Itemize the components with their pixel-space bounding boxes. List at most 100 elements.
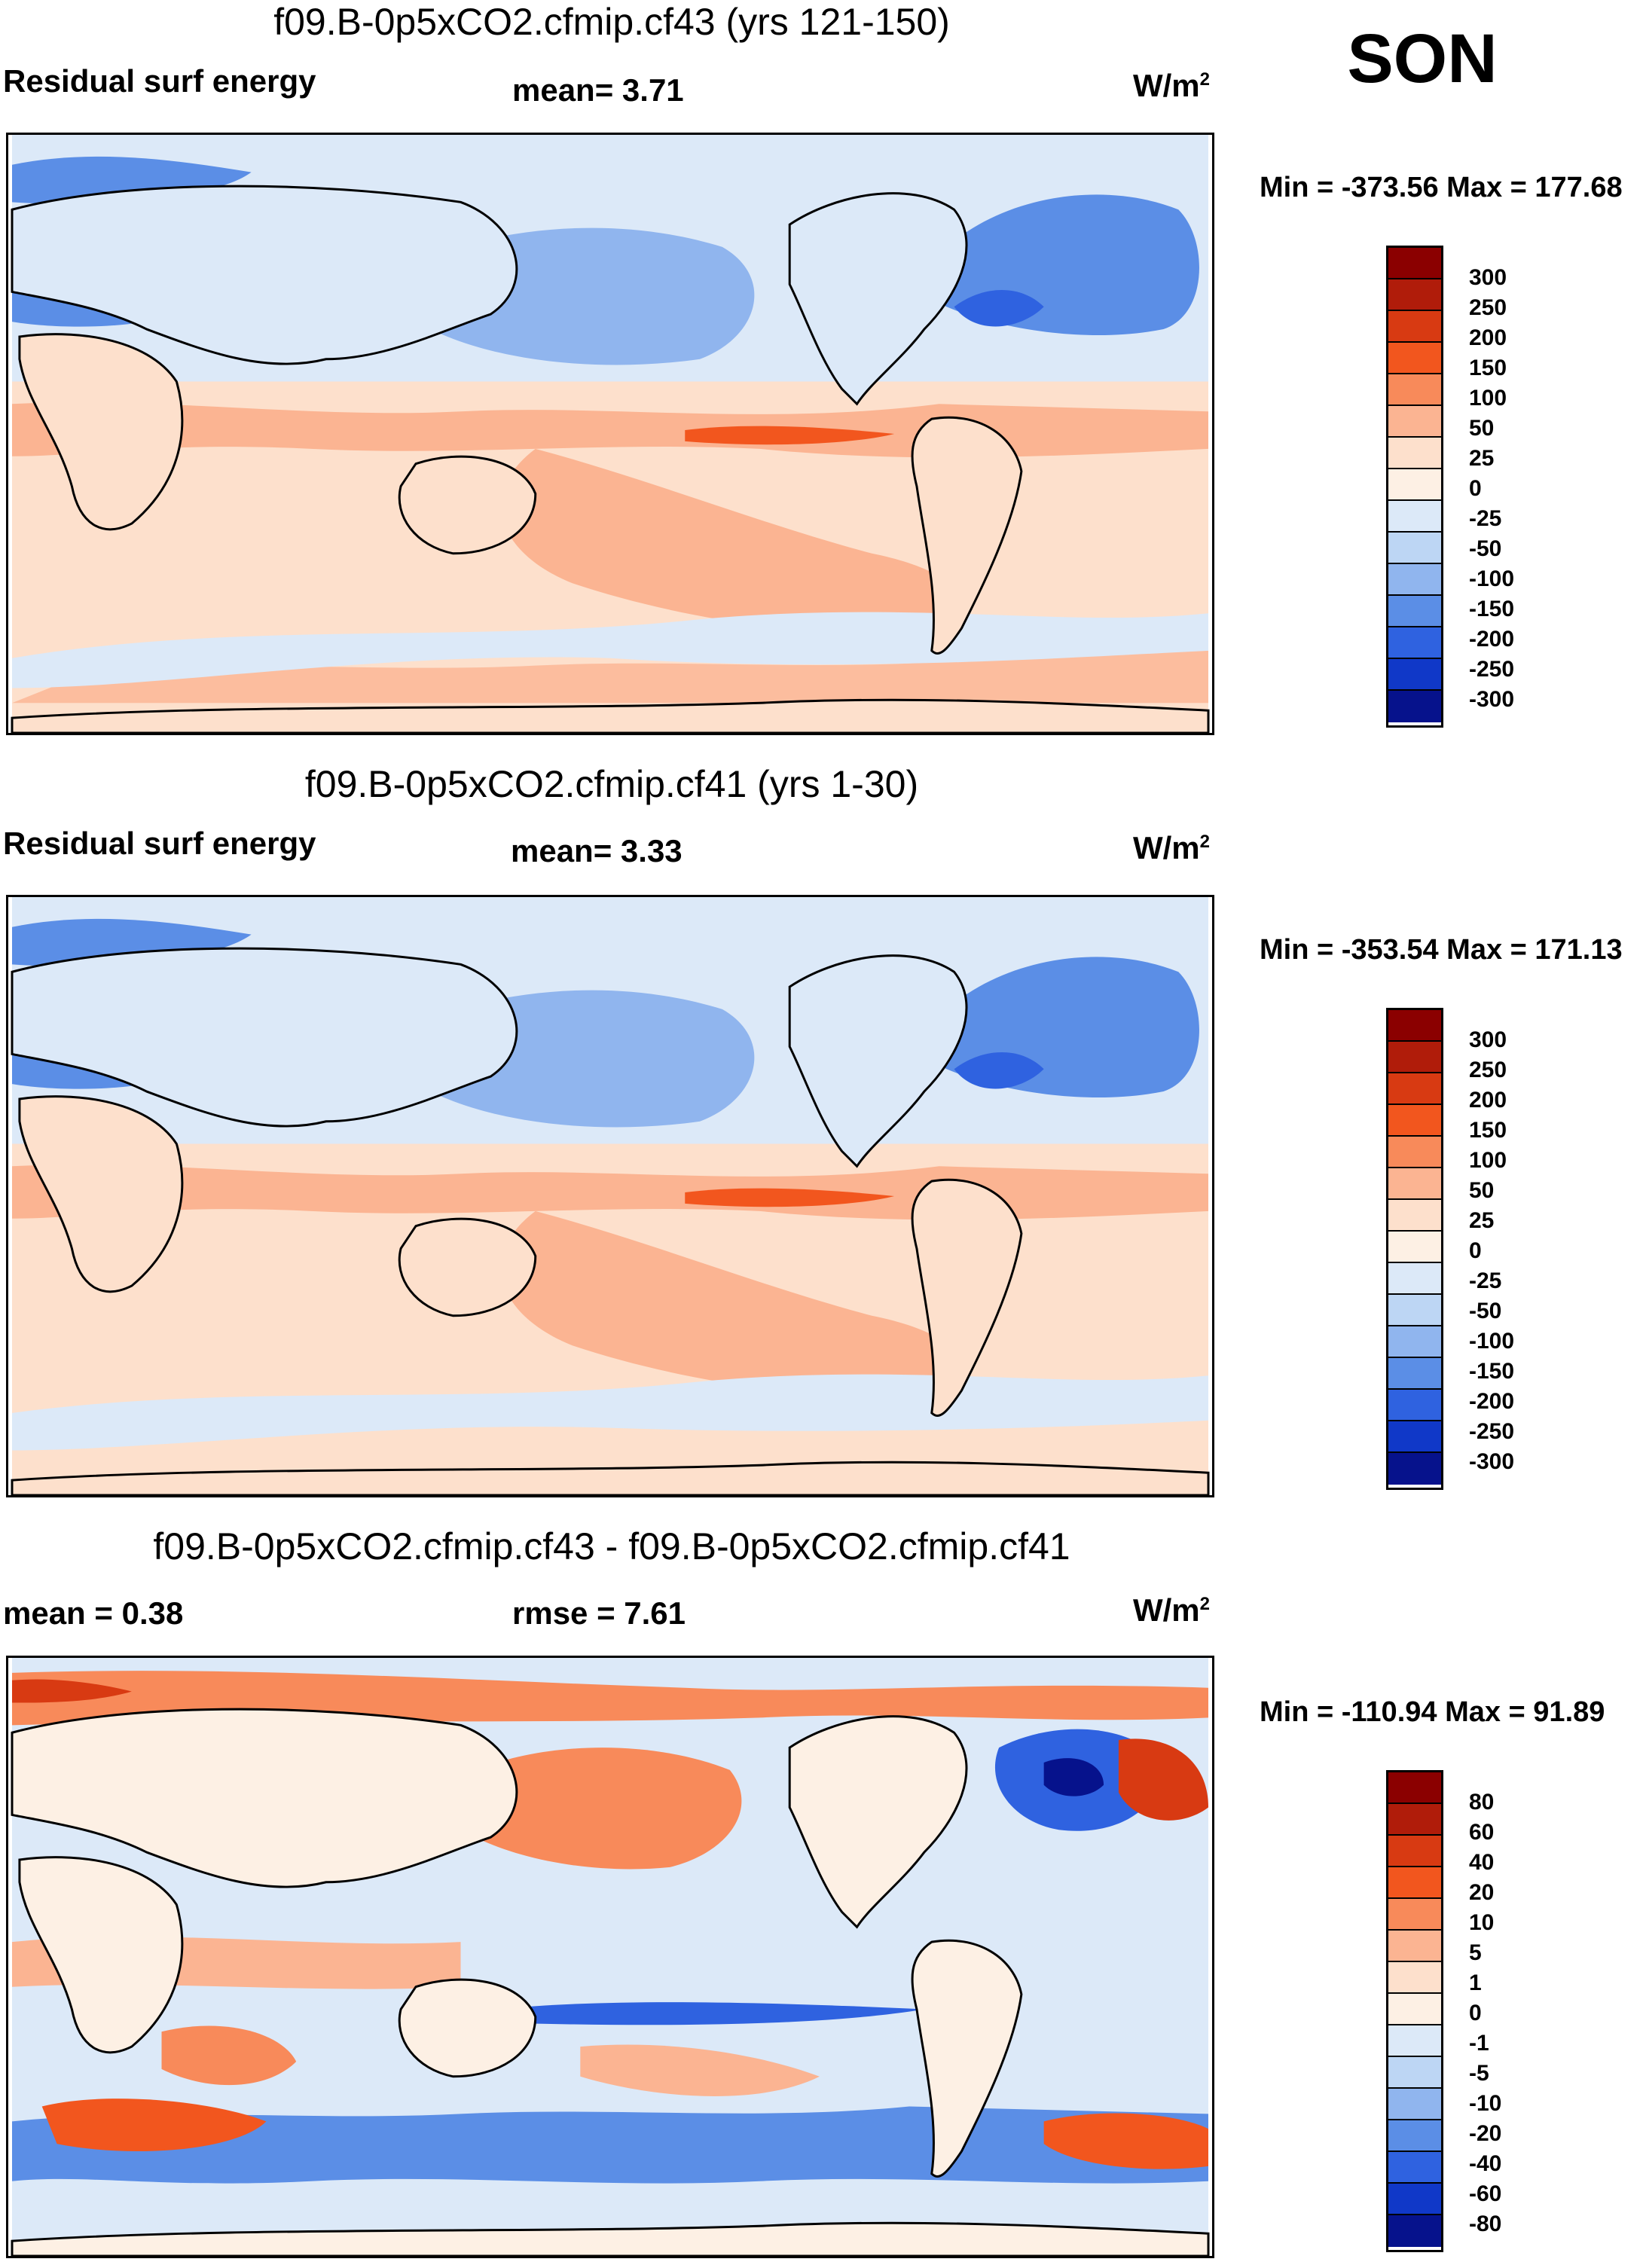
colorbar-label: 250 (1469, 1058, 1507, 1082)
panel-1-antarctica (11, 698, 1210, 733)
colorbar-label: -100 (1469, 1329, 1515, 1354)
panel-3-map (6, 1656, 1214, 2258)
colorbar-label: -25 (1469, 1268, 1502, 1293)
colorbar-label: 40 (1469, 1850, 1495, 1875)
panel-3-africa (18, 1856, 184, 2054)
panel-2-minmax: Min = -353.54 Max = 171.13 (1260, 934, 1623, 966)
panel-3-rmse-text: rmse = 7.61 (512, 1595, 686, 1631)
panel-2-africa (18, 1095, 184, 1293)
colorbar-label: 50 (1469, 1178, 1495, 1203)
panel-1-africa (18, 333, 184, 531)
colorbar-label: -300 (1469, 1449, 1515, 1474)
panel-2-eurasia (11, 947, 518, 1128)
panel-1-units: W/m2 (1133, 68, 1211, 103)
panel-1-southern-ocean-cool (12, 612, 1208, 688)
panel-2-australia (398, 1217, 537, 1317)
colorbar-label: 0 (1469, 476, 1482, 501)
colorbar-label: 150 (1469, 356, 1507, 380)
colorbar-label: 200 (1469, 325, 1507, 350)
colorbar-label: 250 (1469, 295, 1507, 320)
panel-2-units: W/m2 (1133, 830, 1211, 865)
panel-1-eurasia (11, 185, 518, 365)
colorbar-label: -200 (1469, 1389, 1515, 1414)
panel-3-antarctica (11, 2221, 1210, 2256)
panel-1-south-pacific-warm (501, 448, 962, 633)
panel-2-north-america (788, 954, 968, 1168)
colorbar-label: 300 (1469, 265, 1507, 290)
panel-2-title: f09.B-0p5xCO2.cfmip.cf41 (yrs 1-30) (304, 763, 919, 805)
panel-3-continents (11, 1708, 1210, 2256)
colorbar-label: 300 (1469, 1027, 1507, 1052)
panel-3-mean-text: mean = 0.38 (3, 1595, 184, 1631)
colorbar-label: -150 (1469, 597, 1515, 621)
panel-2-variable-label: Residual surf energy (3, 826, 316, 861)
panel-1-colorbar (1386, 246, 1443, 728)
panel-1-continents (11, 185, 1210, 733)
panel-1-variable-label: Residual surf energy (3, 63, 316, 99)
panel-3-units: W/m2 (1133, 1592, 1211, 1628)
panel-1-southern-ocean-warm (12, 650, 1208, 704)
colorbar-label: -1 (1469, 2031, 1489, 2056)
colorbar-label: -10 (1469, 2091, 1502, 2116)
panel-2-map-svg (11, 897, 1210, 1495)
panel-1-title: f09.B-0p5xCO2.cfmip.cf43 (yrs 121-150) (273, 1, 950, 43)
colorbar-label: 150 (1469, 1118, 1507, 1143)
panel-2-gulf-stream (954, 1052, 1044, 1089)
season-label: SON (1347, 20, 1498, 97)
colorbar-label: 60 (1469, 1820, 1495, 1845)
panel-2-tropical-band (12, 1165, 1208, 1220)
panel-1-equatorial-max (685, 426, 895, 445)
colorbar-label: -150 (1469, 1359, 1515, 1384)
colorbar-label: 25 (1469, 446, 1495, 471)
panel-2-south-pacific-warm (501, 1210, 962, 1396)
panel-3-title: f09.B-0p5xCO2.cfmip.cf43 - f09.B-0p5xCO2… (153, 1525, 1070, 1567)
colorbar-label: -100 (1469, 566, 1515, 591)
panel-3-equatorial-cold (498, 2002, 924, 2025)
panel-3-colorbar (1386, 1770, 1443, 2252)
panel-1-australia (398, 455, 537, 555)
panel-1-north-america (788, 192, 968, 406)
colorbar-label: 25 (1469, 1208, 1495, 1233)
panel-2-southern-ocean-cool (12, 1374, 1208, 1451)
colorbar-label: -25 (1469, 506, 1502, 531)
panel-1-south-america (911, 416, 1023, 655)
colorbar-label: -250 (1469, 1419, 1515, 1444)
colorbar-label: 5 (1469, 1940, 1482, 1965)
colorbar-label: -80 (1469, 2212, 1502, 2236)
panel-1-map (6, 133, 1214, 735)
panel-3-minmax: Min = -110.94 Max = 91.89 (1260, 1696, 1605, 1728)
panel-3-arctic-max (12, 1679, 132, 1703)
panel-1-minmax: Min = -373.56 Max = 177.68 (1260, 172, 1623, 203)
panel-1-gulf-stream (954, 289, 1044, 327)
panel-1-mean-text: mean= 3.71 (512, 72, 684, 108)
panel-2-south-america (911, 1178, 1023, 1417)
colorbar-label: 1 (1469, 1970, 1482, 1995)
colorbar-label: -50 (1469, 536, 1502, 561)
panel-3-southern-ocean-cold (12, 2106, 1208, 2184)
panel-3-north-atlantic-min (1043, 1758, 1104, 1796)
colorbar-label: 80 (1469, 1790, 1495, 1815)
panel-3-indian-warm-2 (161, 2025, 297, 2086)
colorbar-label: 200 (1469, 1088, 1507, 1113)
panel-3-south-indian-warm (41, 2099, 267, 2152)
panel-3-south-america (911, 1939, 1023, 2178)
colorbar-label: -300 (1469, 687, 1515, 712)
panel-2-antarctica (11, 1461, 1210, 1495)
panel-3-south-pacific-warm (580, 2044, 820, 2096)
colorbar-label: -20 (1469, 2121, 1502, 2146)
panel-3-map-svg (11, 1658, 1210, 2256)
colorbar-label: 50 (1469, 416, 1495, 441)
panel-2-continents (11, 947, 1210, 1495)
panel-2-equatorial-max (685, 1188, 895, 1207)
colorbar-label: -5 (1469, 2061, 1489, 2086)
panel-3-australia (398, 1978, 537, 2078)
colorbar-label: -60 (1469, 2181, 1502, 2206)
panel-3-north-pacific-warm (453, 1748, 742, 1870)
panel-3-eurasia (11, 1708, 518, 1888)
colorbar-label: -40 (1469, 2151, 1502, 2176)
colorbar-label: -200 (1469, 627, 1515, 652)
panel-1-map-svg (11, 135, 1210, 733)
panel-1-tropical-band (12, 402, 1208, 458)
panel-3-labrador-warm (1118, 1738, 1208, 1821)
colorbar-label: 20 (1469, 1880, 1495, 1905)
